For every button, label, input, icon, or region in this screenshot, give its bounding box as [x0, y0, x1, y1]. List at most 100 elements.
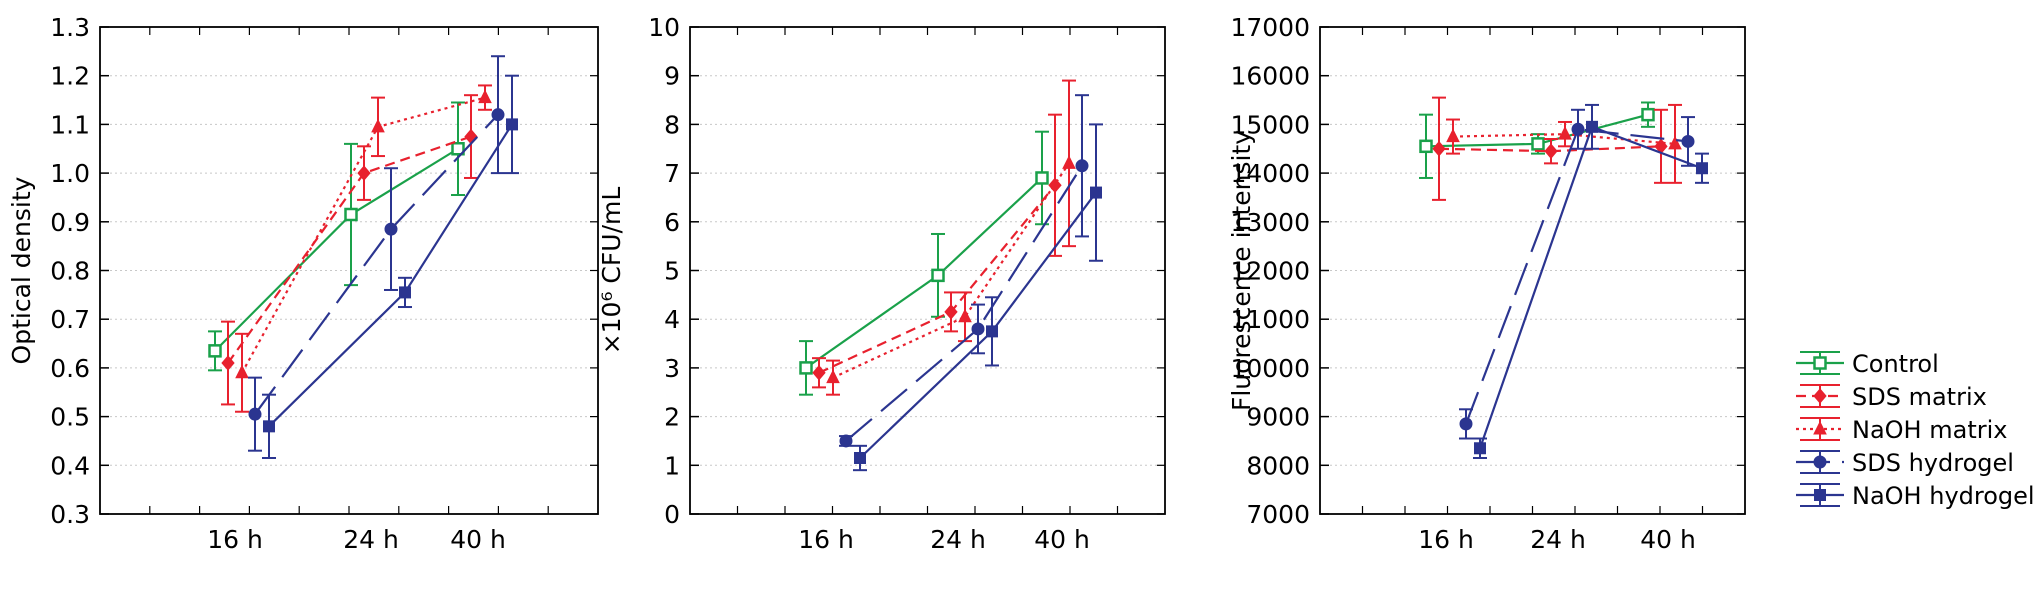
data-point: [944, 304, 958, 320]
data-point: [399, 286, 411, 299]
data-point: [1531, 137, 1545, 151]
y-tick-label: 14000: [1230, 159, 1310, 188]
y-tick-label: 1: [664, 451, 680, 480]
chart-panel-1: 0.3 0.4 0.5 0.6 0.7 0.8 0.9 1.0 1.1 1.2 1.3 16 h 24 …: [7, 13, 599, 554]
legend-label: NaOH hydrogel: [1852, 482, 2035, 510]
data-point: [1668, 135, 1682, 150]
y-tick-label: 0.9: [50, 208, 90, 237]
y-tick-label: 1.1: [50, 110, 90, 139]
data-point: [1432, 140, 1446, 157]
data-point: [1446, 128, 1460, 143]
series-line: [214, 147, 459, 352]
series-line: [845, 165, 1083, 442]
series-sds-matrix: [1432, 96, 1668, 201]
y-tick-label: 5: [664, 257, 680, 286]
y-tick-label: 0.5: [50, 403, 90, 432]
series-sds-hydrogel: [248, 55, 505, 452]
series-line: [227, 135, 472, 364]
y-tick-label: 4: [664, 305, 680, 334]
x-category-label: 40 h: [1640, 525, 1696, 554]
data-point: [248, 407, 262, 421]
series-naoh-matrix: [1446, 103, 1682, 184]
data-point: [1586, 120, 1598, 133]
x-category-label: 24 h: [343, 525, 399, 554]
legend-item: SDS hydrogel: [1796, 449, 2014, 477]
data-point: [799, 361, 813, 375]
data-point: [971, 322, 985, 336]
data-point: [1696, 162, 1708, 175]
legend-marker: [1813, 356, 1827, 370]
y-tick-label: 13000: [1230, 208, 1310, 237]
data-point: [826, 369, 840, 384]
data-point: [1075, 159, 1089, 173]
y-tick-label: 6: [664, 208, 680, 237]
legend-label: NaOH matrix: [1852, 416, 2007, 444]
data-point: [839, 434, 853, 448]
y-tick-label: 0.8: [50, 257, 90, 286]
data-point: [1474, 442, 1486, 455]
data-point: [221, 355, 235, 371]
x-category-label: 24 h: [930, 525, 986, 554]
data-point: [357, 165, 371, 181]
legend-marker: [1814, 489, 1826, 501]
series-sds-hydrogel: [1459, 108, 1695, 440]
y-axis-title: Optical density: [7, 176, 36, 364]
chart-panel-2: 0 1 2 3 4 5 6 7 8 9 10 16 h 24 h 40 h ×10⁶ CFU/mL: [597, 13, 1166, 554]
y-tick-label: 10: [648, 13, 680, 42]
x-category-label: 24 h: [1530, 525, 1586, 554]
legend-label: SDS hydrogel: [1852, 449, 2014, 477]
data-point: [263, 420, 275, 433]
y-tick-label: 1.2: [50, 62, 90, 91]
data-point: [986, 325, 998, 338]
data-point: [958, 308, 972, 323]
data-point: [491, 108, 505, 122]
y-tick-label: 16000: [1230, 62, 1310, 91]
x-category-label: 16 h: [798, 525, 854, 554]
y-tick-label: 15000: [1230, 110, 1310, 139]
y-tick-label: 1.3: [50, 13, 90, 42]
y-tick-label: 9000: [1246, 403, 1310, 432]
legend-item: NaOH hydrogel: [1796, 482, 2035, 510]
y-tick-label: 0.3: [50, 500, 90, 529]
data-point: [371, 118, 385, 133]
y-tick-label: 0: [664, 500, 680, 529]
data-point: [1035, 171, 1049, 185]
y-tick-label: 0.4: [50, 451, 90, 480]
series-naoh-matrix: [235, 84, 492, 413]
y-tick-label: 0.6: [50, 354, 90, 383]
legend-marker: [1813, 388, 1827, 404]
data-point: [1641, 107, 1655, 122]
y-tick-label: 7000: [1246, 500, 1310, 529]
y-tick-label: 8000: [1246, 451, 1310, 480]
data-point: [854, 451, 866, 464]
data-point: [235, 364, 249, 379]
data-point: [931, 268, 945, 283]
data-point: [1419, 139, 1433, 154]
data-point: [451, 142, 465, 156]
series-line: [1478, 125, 1703, 449]
series-control: [208, 101, 465, 372]
data-point: [478, 89, 492, 104]
x-category-label: 16 h: [1418, 525, 1474, 554]
y-tick-label: 9: [664, 62, 680, 91]
legend-item: Control: [1796, 350, 1939, 378]
chart-panel-3: 7000 8000 9000 10000 11000 12000 13000 14000 150…: [1227, 13, 1746, 554]
y-tick-label: 1.0: [50, 159, 90, 188]
data-point: [1544, 143, 1558, 159]
legend-marker: [1813, 420, 1827, 435]
series-naoh-matrix: [826, 79, 1076, 396]
legend-marker: [1813, 455, 1827, 469]
legend: Control SDS matrix NaOH matrix SDS hydrogel…: [1792, 345, 2035, 515]
y-tick-label: 10000: [1230, 354, 1310, 383]
data-point: [208, 344, 222, 358]
legend-label: Control: [1852, 350, 1939, 378]
series-control: [1419, 101, 1655, 179]
data-point: [1558, 126, 1572, 140]
data-point: [506, 118, 518, 131]
legend-item: SDS matrix: [1796, 383, 1987, 411]
series-control: [799, 130, 1049, 396]
data-point: [812, 365, 826, 381]
data-point: [1681, 134, 1695, 148]
y-tick-label: 3: [664, 354, 680, 383]
